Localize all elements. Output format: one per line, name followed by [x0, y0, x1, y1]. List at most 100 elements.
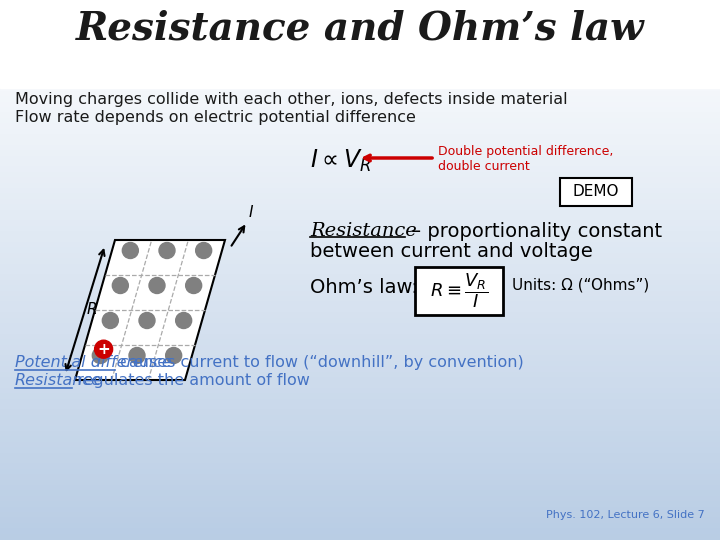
Bar: [0, 173, 720, 178]
Bar: [0, 427, 720, 432]
Bar: [0, 238, 720, 243]
Bar: [0, 491, 720, 497]
Bar: [0, 518, 720, 524]
Circle shape: [149, 278, 165, 294]
Bar: [0, 108, 720, 113]
Circle shape: [176, 313, 192, 328]
Bar: [0, 286, 720, 292]
Bar: [0, 248, 720, 254]
Bar: [0, 92, 720, 97]
Bar: [0, 275, 720, 281]
Bar: [0, 0, 720, 5]
Text: – proportionality constant: – proportionality constant: [405, 222, 662, 241]
Bar: [0, 189, 720, 194]
Text: I: I: [249, 205, 253, 220]
Bar: [0, 324, 720, 329]
FancyBboxPatch shape: [560, 178, 632, 206]
Bar: [0, 119, 720, 124]
Bar: [0, 178, 720, 184]
Text: DEMO: DEMO: [572, 185, 619, 199]
Bar: [0, 270, 720, 275]
Text: Potential difference: Potential difference: [15, 355, 172, 370]
Bar: [0, 383, 720, 389]
Bar: [0, 297, 720, 302]
Text: between current and voltage: between current and voltage: [310, 242, 593, 261]
Bar: [0, 167, 720, 173]
Bar: [0, 124, 720, 130]
Bar: [0, 59, 720, 65]
Text: Moving charges collide with each other, ions, defects inside material: Moving charges collide with each other, …: [15, 92, 567, 107]
Bar: [0, 216, 720, 221]
Bar: [0, 481, 720, 486]
Polygon shape: [75, 240, 225, 380]
Bar: [0, 389, 720, 394]
Text: $R \equiv \dfrac{V_R}{I}$: $R \equiv \dfrac{V_R}{I}$: [430, 272, 488, 310]
Bar: [0, 194, 720, 200]
Bar: [0, 378, 720, 383]
FancyBboxPatch shape: [415, 267, 503, 315]
Bar: [0, 243, 720, 248]
Bar: [0, 416, 720, 421]
Bar: [0, 227, 720, 232]
Bar: [0, 335, 720, 340]
Circle shape: [129, 348, 145, 363]
Bar: [0, 400, 720, 405]
Text: Resistance and Ohm’s law: Resistance and Ohm’s law: [76, 10, 644, 48]
Bar: [0, 464, 720, 470]
Text: regulates the amount of flow: regulates the amount of flow: [72, 373, 310, 388]
Bar: [0, 502, 720, 508]
Bar: [0, 32, 720, 38]
Bar: [0, 529, 720, 535]
Bar: [0, 254, 720, 259]
Bar: [0, 535, 720, 540]
Bar: [0, 292, 720, 297]
Bar: [0, 486, 720, 491]
Bar: [0, 340, 720, 346]
Bar: [0, 265, 720, 270]
Bar: [0, 394, 720, 400]
Circle shape: [122, 242, 138, 259]
Circle shape: [139, 313, 155, 328]
Bar: [0, 524, 720, 529]
Bar: [0, 157, 720, 162]
Bar: [0, 113, 720, 119]
Bar: [0, 162, 720, 167]
Bar: [0, 329, 720, 335]
Text: $I \propto V_R$: $I \propto V_R$: [310, 148, 371, 174]
Bar: [0, 443, 720, 448]
Bar: [0, 5, 720, 11]
Bar: [0, 313, 720, 319]
Circle shape: [159, 242, 175, 259]
Circle shape: [102, 313, 118, 328]
Bar: [0, 437, 720, 443]
Circle shape: [166, 348, 181, 363]
Bar: [0, 410, 720, 416]
Circle shape: [196, 242, 212, 259]
Bar: [0, 302, 720, 308]
Bar: [0, 43, 720, 49]
Text: Flow rate depends on electric potential difference: Flow rate depends on electric potential …: [15, 110, 416, 125]
Bar: [0, 356, 720, 362]
Bar: [0, 27, 720, 32]
Bar: [0, 65, 720, 70]
Bar: [0, 146, 720, 151]
Bar: [0, 508, 720, 513]
Bar: [0, 205, 720, 211]
Bar: [0, 497, 720, 502]
Text: Resistance: Resistance: [15, 373, 102, 388]
Bar: [0, 308, 720, 313]
Text: Units: Ω (“Ohms”): Units: Ω (“Ohms”): [512, 278, 649, 293]
Text: Double potential difference,
double current: Double potential difference, double curr…: [438, 145, 613, 173]
Text: Ohm’s law:: Ohm’s law:: [310, 278, 418, 297]
Bar: [0, 367, 720, 373]
Bar: [0, 86, 720, 92]
Bar: [0, 221, 720, 227]
Circle shape: [112, 278, 128, 294]
Bar: [0, 81, 720, 86]
Bar: [0, 0, 720, 88]
Bar: [0, 448, 720, 454]
Bar: [0, 200, 720, 205]
Bar: [0, 373, 720, 378]
Text: R: R: [86, 302, 97, 318]
Bar: [0, 151, 720, 157]
